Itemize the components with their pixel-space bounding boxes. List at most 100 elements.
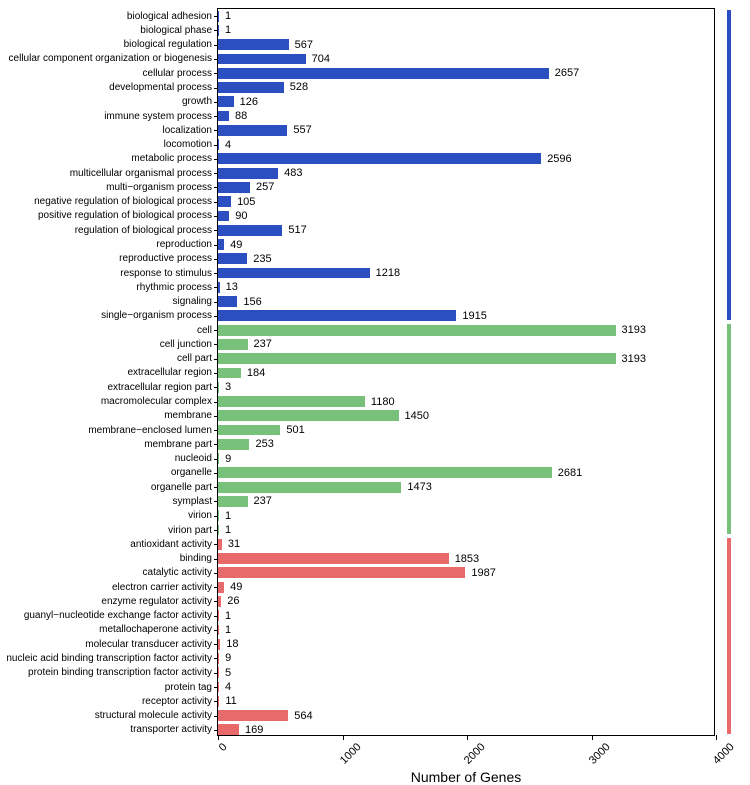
bar-value: 1	[219, 10, 231, 22]
x-tick: 0	[218, 735, 219, 740]
y-tick	[214, 344, 218, 345]
y-tick	[214, 130, 218, 131]
y-tick	[214, 187, 218, 188]
x-tick: 2000	[467, 735, 468, 740]
bar-value: 13	[220, 281, 238, 293]
bar-value: 517	[282, 224, 306, 236]
bar: 9	[218, 653, 219, 664]
bar-value: 483	[278, 167, 302, 179]
bar: 13	[218, 282, 220, 293]
y-tick	[214, 516, 218, 517]
y-tick	[214, 601, 218, 602]
bar-row: cell junction237	[218, 337, 714, 351]
bar-value: 237	[248, 338, 272, 350]
bar-row: immune system process88	[218, 109, 714, 123]
y-tick	[214, 530, 218, 531]
bar: 156	[218, 296, 237, 307]
bar-row: extracellular region184	[218, 366, 714, 380]
x-tick-label: 4000	[711, 741, 737, 767]
bar-row: multicellular organismal process483	[218, 166, 714, 180]
bar-value: 528	[284, 81, 308, 93]
bar-value: 49	[224, 239, 242, 251]
y-tick	[214, 544, 218, 545]
bar-value: 88	[229, 110, 247, 122]
bar-row: developmental process528	[218, 80, 714, 94]
bar-value: 1987	[465, 567, 495, 579]
go-bar-chart: biological adhesion1biological phase1bio…	[0, 0, 750, 783]
bar: 49	[218, 582, 224, 593]
category-label: biological regulation	[124, 39, 218, 50]
bar: 528	[218, 82, 284, 93]
bar: 11	[218, 696, 219, 707]
y-tick	[214, 687, 218, 688]
bar-value: 5	[219, 667, 231, 679]
category-label: metallochaperone activity	[99, 624, 218, 635]
bar-value: 1	[219, 510, 231, 522]
bar: 1	[218, 510, 219, 521]
plot-area: biological adhesion1biological phase1bio…	[217, 8, 715, 736]
x-tick: 3000	[592, 735, 593, 740]
bar: 704	[218, 54, 306, 65]
bar-value: 235	[247, 253, 271, 265]
bar-row: cellular component organization or bioge…	[218, 52, 714, 66]
category-label: binding	[180, 553, 218, 564]
bar-row: nucleoid9	[218, 452, 714, 466]
bar: 1987	[218, 567, 465, 578]
y-tick	[214, 273, 218, 274]
category-label: biological adhesion	[127, 11, 218, 22]
x-tick-line	[592, 735, 593, 740]
bar-value: 2681	[552, 467, 582, 479]
bar-row: positive regulation of biological proces…	[218, 209, 714, 223]
bar: 1853	[218, 553, 449, 564]
y-tick	[214, 559, 218, 560]
bar-row: rhythmic process13	[218, 280, 714, 294]
y-tick	[214, 359, 218, 360]
bar-row: guanyl−nucleotide exchange factor activi…	[218, 609, 714, 623]
bar-value: 90	[229, 210, 247, 222]
bar-value: 704	[306, 53, 330, 65]
y-tick	[214, 330, 218, 331]
bar-row: virion part1	[218, 523, 714, 537]
y-tick	[214, 316, 218, 317]
category-label: protein binding transcription factor act…	[28, 667, 218, 678]
x-tick-label: 0	[217, 741, 230, 754]
y-tick	[214, 173, 218, 174]
bar-row: electron carrier activity49	[218, 580, 714, 594]
bar-value: 1180	[365, 396, 395, 408]
group-strip	[727, 324, 731, 535]
bar-row: catalytic activity1987	[218, 566, 714, 580]
y-tick	[214, 501, 218, 502]
bar: 257	[218, 182, 250, 193]
bar-row: membrane1450	[218, 409, 714, 423]
bar-row: single−organism process1915	[218, 309, 714, 323]
category-label: antioxidant activity	[130, 539, 218, 550]
category-label: negative regulation of biological proces…	[34, 196, 218, 207]
category-label: single−organism process	[101, 310, 218, 321]
x-tick-line	[218, 735, 219, 740]
y-tick	[214, 416, 218, 417]
bar-row: transporter activity169	[218, 723, 714, 737]
category-label: enzyme regulator activity	[101, 596, 218, 607]
bar-row: molecular transducer activity18	[218, 637, 714, 651]
bar-value: 567	[289, 39, 313, 51]
bar-value: 4	[219, 681, 231, 693]
category-label: metabolic process	[131, 153, 218, 164]
bar-row: virion1	[218, 509, 714, 523]
category-label: structural molecule activity	[95, 710, 218, 721]
bar-row: locomotion4	[218, 137, 714, 151]
category-label: receptor activity	[142, 696, 218, 707]
bar-value: 18	[220, 638, 238, 650]
y-tick	[214, 287, 218, 288]
bar-row: extracellular region part3	[218, 380, 714, 394]
bar: 483	[218, 168, 278, 179]
bar-row: antioxidant activity31	[218, 537, 714, 551]
bar-value: 1915	[456, 310, 486, 322]
bar-value: 1450	[399, 410, 429, 422]
bar-value: 3193	[616, 353, 646, 365]
category-label: membrane part	[144, 439, 218, 450]
bar-row: cellular process2657	[218, 66, 714, 80]
category-label: molecular transducer activity	[85, 639, 218, 650]
bar: 235	[218, 253, 247, 264]
bar-value: 2596	[541, 153, 571, 165]
bar-value: 1218	[370, 267, 400, 279]
